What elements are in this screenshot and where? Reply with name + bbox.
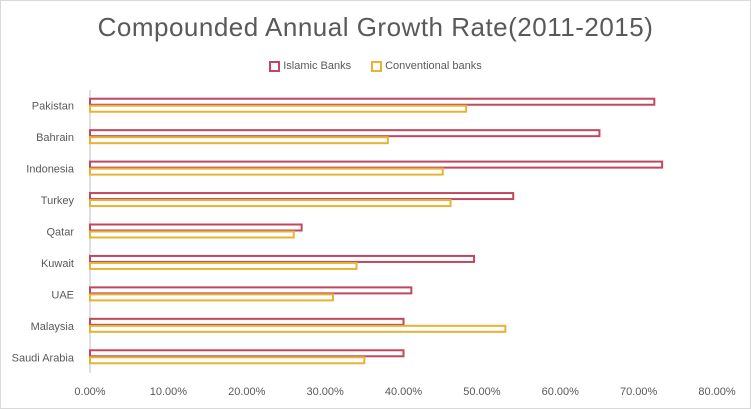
bar-conventional — [89, 230, 295, 239]
legend-item-islamic: Islamic Banks — [269, 60, 351, 72]
y-tick-label: Qatar — [46, 227, 74, 239]
bar-conventional — [89, 356, 366, 365]
y-tick-label: Pakistan — [32, 101, 74, 113]
x-tick-label: 60.00% — [542, 386, 580, 398]
bar-islamic — [89, 349, 405, 358]
y-tick-label: Malaysia — [31, 321, 75, 333]
bar-conventional — [89, 136, 389, 145]
bar-conventional — [89, 293, 334, 302]
bar-islamic — [89, 160, 664, 169]
y-tick-label: Turkey — [41, 195, 75, 207]
x-tick-label: 40.00% — [385, 386, 423, 398]
y-tick-label: UAE — [51, 289, 74, 301]
x-tick-label: 10.00% — [150, 386, 188, 398]
bar-islamic — [89, 223, 303, 232]
x-tick-label: 20.00% — [228, 386, 266, 398]
x-tick-label: 0.00% — [74, 386, 105, 398]
legend-swatch-conventional — [371, 60, 383, 72]
legend-label-conventional: Conventional banks — [385, 60, 482, 72]
x-tick-label: 50.00% — [463, 386, 501, 398]
bar-islamic — [89, 192, 515, 201]
chart-title: Compounded Annual Growth Rate(2011-2015) — [97, 12, 654, 42]
legend-item-conventional: Conventional banks — [371, 60, 482, 72]
bar-islamic — [89, 254, 476, 263]
bar-conventional — [89, 199, 452, 208]
bar-islamic — [89, 129, 601, 138]
y-tick-label: Indonesia — [26, 164, 75, 176]
x-tick-label: 30.00% — [306, 386, 344, 398]
legend-swatch-islamic — [269, 60, 281, 72]
bar-conventional — [89, 104, 468, 113]
legend-label-islamic: Islamic Banks — [283, 60, 352, 72]
bar-islamic — [89, 97, 656, 106]
x-tick-label: 70.00% — [620, 386, 658, 398]
bar-islamic — [89, 317, 405, 326]
x-tick-label: 80.00% — [698, 386, 736, 398]
bar-conventional — [89, 261, 358, 270]
y-tick-label: Saudi Arabia — [12, 352, 75, 364]
bar-conventional — [89, 167, 444, 176]
chart-legend: Islamic Banks Conventional banks — [0, 60, 751, 72]
y-tick-label: Bahrain — [36, 132, 74, 144]
y-tick-label: Kuwait — [41, 258, 74, 270]
bar-conventional — [89, 324, 507, 333]
bar-islamic — [89, 286, 413, 295]
